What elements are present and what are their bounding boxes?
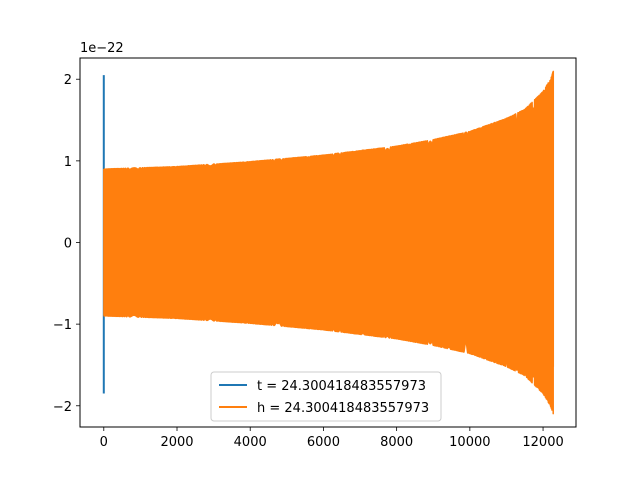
- x-tick-label: 4000: [234, 435, 267, 450]
- y-tick-label: 0: [64, 237, 72, 252]
- legend-label: t = 24.300418483557973: [257, 379, 426, 394]
- x-tick-label: 2000: [160, 435, 193, 450]
- x-tick-label: 6000: [307, 435, 340, 450]
- legend: t = 24.300418483557973 h = 24.30041848355…: [210, 371, 442, 422]
- x-axis: 0 2000 4000 6000 8000 10000 12000: [100, 427, 564, 450]
- x-tick-label: 12000: [522, 435, 563, 450]
- y-tick-label: 1: [64, 155, 72, 170]
- legend-box: [210, 371, 442, 422]
- series-layer: [102, 70, 555, 415]
- legend-label: h = 24.300418483557973: [257, 401, 429, 416]
- y-offset-label: 1e−22: [80, 41, 124, 56]
- series-line-1: [103, 70, 555, 415]
- x-tick-label: 8000: [380, 435, 413, 450]
- x-tick-label: 10000: [449, 435, 490, 450]
- y-tick-label: −2: [53, 400, 72, 415]
- y-axis: −2 −1 0 1 2: [53, 73, 80, 415]
- y-tick-label: −1: [53, 318, 72, 333]
- y-tick-label: 2: [64, 73, 72, 88]
- x-tick-label: 0: [100, 435, 108, 450]
